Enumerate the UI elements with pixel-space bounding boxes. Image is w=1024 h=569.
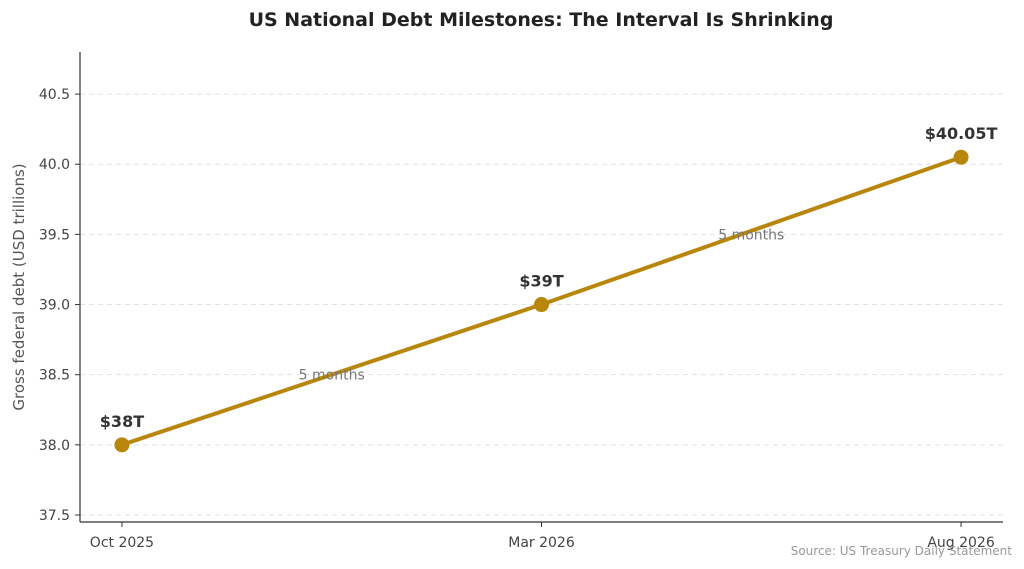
y-tick-label: 40.5 xyxy=(39,87,70,103)
source-note: Source: US Treasury Daily Statement xyxy=(791,544,1013,558)
data-point xyxy=(534,297,549,313)
data-label: $38T xyxy=(100,412,144,431)
data-labels: $38T $39T $40.05T xyxy=(100,124,998,431)
data-label: $39T xyxy=(519,272,563,291)
interval-annotation: 5 months xyxy=(718,227,784,243)
annotations: 5 months 5 months xyxy=(299,227,785,383)
data-label: $40.05T xyxy=(925,124,998,143)
series xyxy=(114,149,969,453)
data-point xyxy=(953,149,969,165)
grid-lines xyxy=(80,93,1003,516)
chart-title: US National Debt Milestones: The Interva… xyxy=(249,9,834,31)
y-tick-label: 37.5 xyxy=(39,508,70,524)
y-tick-label: 38.0 xyxy=(39,438,70,454)
x-tick-label: Mar 2026 xyxy=(508,535,575,551)
x-tick-label: Aug 2026 xyxy=(927,535,995,551)
interval-annotation: 5 months xyxy=(299,368,365,384)
y-tick-label: 39.0 xyxy=(39,298,70,314)
data-point xyxy=(114,437,130,453)
y-tick-label: 38.5 xyxy=(39,368,70,384)
axes xyxy=(75,52,1003,527)
y-axis-label: Gross federal debt (USD trillions) xyxy=(10,163,28,410)
y-tick-label: 40.0 xyxy=(39,157,70,173)
tick-labels: 37.5 38.0 38.5 39.0 39.5 40.0 40.5 Oct 2025 Mar … xyxy=(39,87,995,551)
y-tick-label: 39.5 xyxy=(39,227,70,243)
x-tick-label: Oct 2025 xyxy=(90,535,154,551)
